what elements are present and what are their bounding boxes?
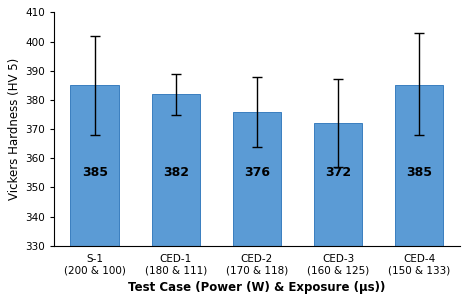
Text: 385: 385 <box>82 166 108 179</box>
Text: 385: 385 <box>406 166 432 179</box>
Text: 372: 372 <box>325 166 351 179</box>
Text: 376: 376 <box>244 166 270 179</box>
X-axis label: Test Case (Power (W) & Exposure (μs)): Test Case (Power (W) & Exposure (μs)) <box>128 281 386 294</box>
Bar <box>152 94 200 246</box>
Bar <box>395 85 444 246</box>
Bar <box>71 85 119 246</box>
Text: 382: 382 <box>163 166 189 179</box>
Y-axis label: Vickers Hardness (HV 5): Vickers Hardness (HV 5) <box>8 58 22 200</box>
Bar <box>314 123 362 246</box>
Bar <box>233 111 281 246</box>
